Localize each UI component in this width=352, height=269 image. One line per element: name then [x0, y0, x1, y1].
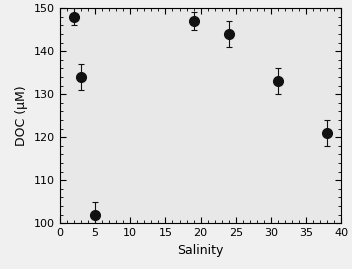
X-axis label: Salinity: Salinity: [177, 244, 224, 257]
Y-axis label: DOC (μM): DOC (μM): [15, 85, 28, 146]
